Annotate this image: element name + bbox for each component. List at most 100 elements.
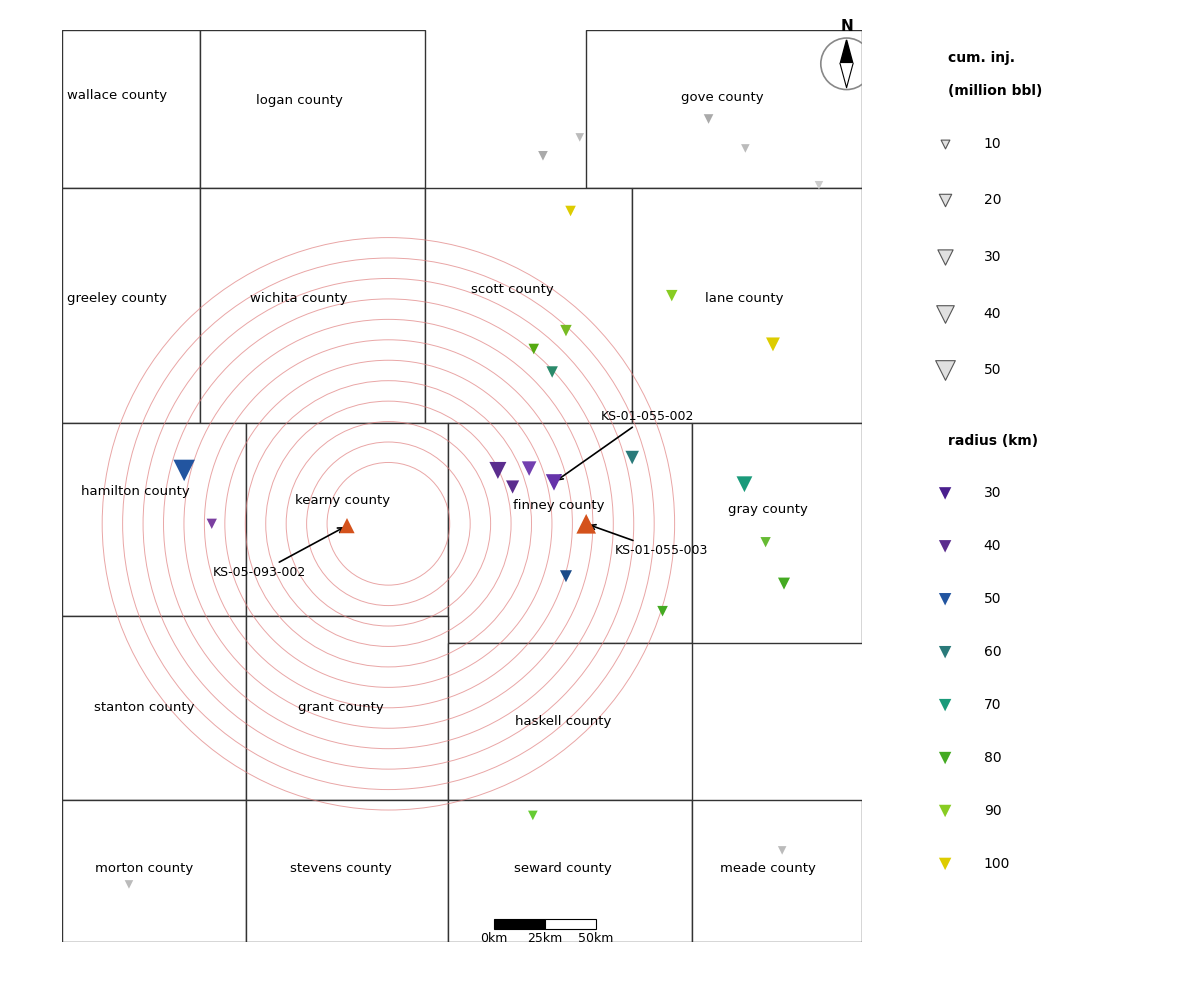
Bar bbox=[199, 188, 425, 423]
Text: hamilton county: hamilton county bbox=[82, 485, 190, 498]
Text: N: N bbox=[840, 20, 853, 35]
Text: haskell county: haskell county bbox=[515, 715, 611, 728]
Bar bbox=[61, 800, 246, 942]
Point bbox=[174, 462, 193, 478]
Point bbox=[119, 877, 138, 893]
Bar bbox=[586, 30, 862, 188]
Text: gove county: gove county bbox=[682, 91, 763, 104]
Text: wallace county: wallace county bbox=[67, 89, 167, 102]
Point bbox=[936, 539, 955, 555]
Point bbox=[936, 750, 955, 766]
Point bbox=[542, 364, 562, 380]
Point bbox=[488, 462, 508, 478]
Text: 90: 90 bbox=[984, 804, 1001, 818]
Text: 0km: 0km bbox=[480, 932, 508, 945]
Text: KS-01-055-002: KS-01-055-002 bbox=[558, 410, 695, 480]
Text: 100: 100 bbox=[984, 857, 1010, 871]
Point bbox=[576, 516, 595, 532]
Text: KS-05-093-002: KS-05-093-002 bbox=[212, 528, 343, 579]
Text: stevens county: stevens county bbox=[289, 862, 391, 875]
Point bbox=[936, 856, 955, 872]
Text: lane county: lane county bbox=[706, 292, 784, 305]
Point bbox=[560, 203, 580, 219]
Point bbox=[936, 804, 955, 819]
Bar bbox=[61, 30, 199, 188]
Point bbox=[524, 341, 544, 357]
Point bbox=[774, 575, 793, 591]
Bar bbox=[61, 188, 199, 423]
Text: (million bbl): (million bbl) bbox=[948, 84, 1043, 98]
Text: KS-01-055-003: KS-01-055-003 bbox=[590, 525, 708, 558]
Point bbox=[734, 476, 754, 492]
Point bbox=[736, 141, 755, 157]
Point bbox=[337, 518, 356, 534]
Text: gray county: gray county bbox=[728, 504, 809, 517]
Point bbox=[503, 479, 522, 495]
Text: grant county: grant county bbox=[298, 701, 384, 714]
Point bbox=[936, 192, 955, 208]
Point bbox=[936, 644, 955, 660]
Bar bbox=[425, 188, 632, 423]
Bar bbox=[61, 616, 246, 800]
Text: 30: 30 bbox=[984, 250, 1001, 264]
Text: meade county: meade county bbox=[720, 862, 816, 875]
Bar bbox=[692, 423, 863, 644]
Text: wichita county: wichita county bbox=[251, 292, 348, 305]
Bar bbox=[246, 800, 448, 942]
Point bbox=[662, 288, 682, 304]
Point bbox=[545, 474, 564, 490]
Text: radius (km): radius (km) bbox=[948, 434, 1038, 448]
Text: stanton county: stanton county bbox=[95, 701, 194, 714]
Text: 25km: 25km bbox=[527, 932, 563, 945]
Bar bbox=[692, 800, 863, 942]
Point bbox=[809, 178, 828, 193]
Bar bbox=[545, 920, 596, 929]
Point bbox=[936, 362, 955, 378]
Point bbox=[623, 449, 642, 465]
Bar bbox=[493, 920, 545, 929]
Point bbox=[653, 603, 672, 619]
Bar bbox=[246, 616, 448, 800]
Point bbox=[773, 842, 792, 858]
Polygon shape bbox=[840, 40, 853, 63]
Bar bbox=[449, 423, 692, 644]
Text: finney county: finney county bbox=[512, 499, 605, 512]
Text: 30: 30 bbox=[984, 486, 1001, 500]
Point bbox=[763, 336, 782, 352]
Point bbox=[756, 535, 775, 551]
Text: kearny county: kearny county bbox=[295, 494, 390, 507]
Text: seward county: seward county bbox=[515, 862, 612, 875]
Text: 50: 50 bbox=[984, 363, 1001, 377]
Point bbox=[936, 591, 955, 607]
Text: 40: 40 bbox=[984, 540, 1001, 554]
Text: 60: 60 bbox=[984, 645, 1001, 659]
Point bbox=[936, 306, 955, 321]
Point bbox=[523, 807, 542, 823]
Text: 80: 80 bbox=[984, 751, 1001, 765]
Point bbox=[202, 516, 221, 532]
Text: 10: 10 bbox=[984, 137, 1001, 151]
Text: scott county: scott county bbox=[472, 283, 554, 296]
Bar bbox=[61, 423, 246, 616]
Text: 40: 40 bbox=[984, 307, 1001, 320]
Point bbox=[520, 460, 539, 476]
Point bbox=[698, 111, 718, 127]
Text: greeley county: greeley county bbox=[67, 292, 167, 305]
Text: logan county: logan county bbox=[256, 94, 342, 107]
Point bbox=[557, 322, 576, 338]
Point bbox=[936, 249, 955, 265]
Text: 70: 70 bbox=[984, 698, 1001, 712]
Text: 20: 20 bbox=[984, 193, 1001, 207]
Text: 50: 50 bbox=[984, 592, 1001, 606]
Text: morton county: morton county bbox=[96, 862, 193, 875]
Polygon shape bbox=[840, 63, 853, 87]
Point bbox=[533, 148, 552, 164]
Text: 50km: 50km bbox=[578, 932, 613, 945]
Text: cum. inj.: cum. inj. bbox=[948, 51, 1015, 64]
Bar bbox=[449, 800, 692, 942]
Point bbox=[936, 485, 955, 501]
Point bbox=[936, 136, 955, 152]
Bar bbox=[199, 30, 425, 188]
Point bbox=[570, 130, 589, 146]
Bar bbox=[449, 644, 692, 800]
